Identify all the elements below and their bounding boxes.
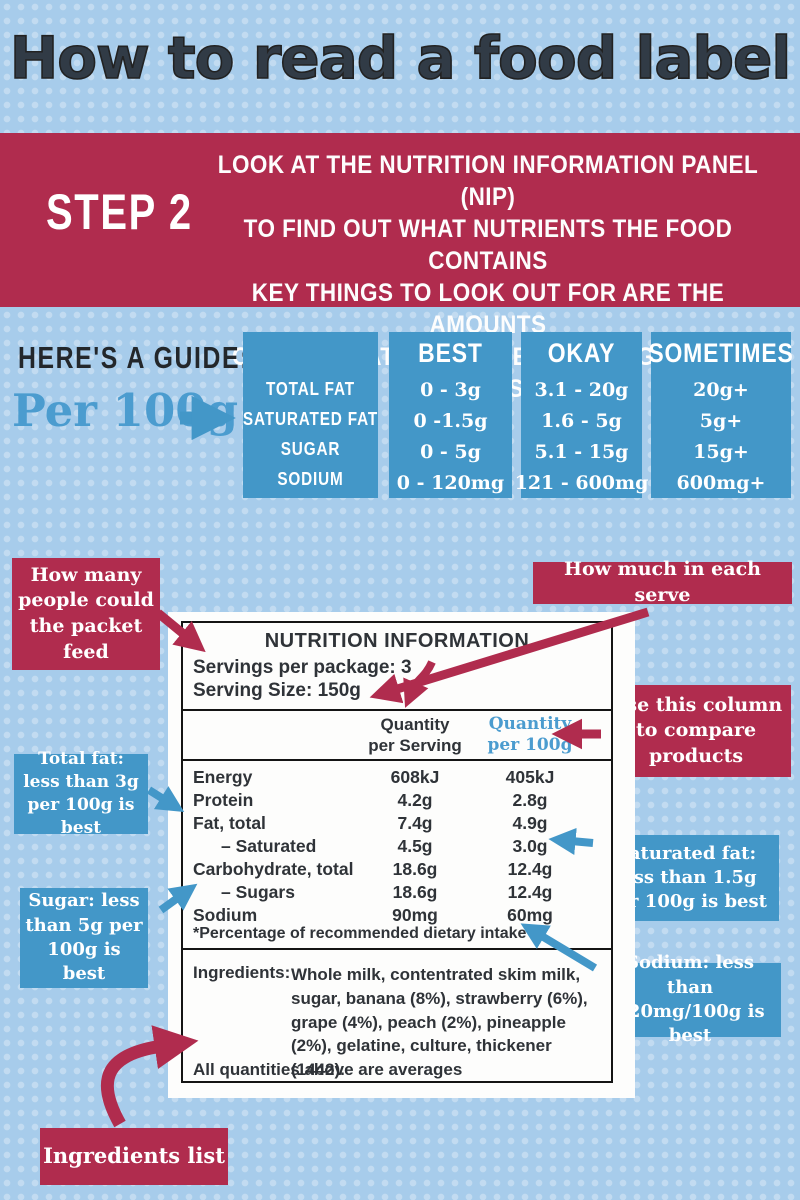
callout-servings: How many people could the packet feed [12, 558, 160, 670]
ingredients-section: Ingredients: Whole milk, contentrated sk… [183, 950, 611, 1090]
guide-sometimes-total-fat: 20g+ [693, 378, 749, 401]
arrow-total-fat-icon [146, 786, 185, 813]
label-header-section: NUTRITION INFORMATION Servings per packa… [183, 623, 611, 711]
callout-ingredients-list: Ingredients list [40, 1128, 228, 1185]
row-qty-100g: 4.9g [512, 813, 548, 833]
guide-row-label-sodium: SODIUM [277, 468, 344, 489]
row-qty-serving: 90mg [392, 905, 438, 925]
row-qty-serving: 7.4g [397, 813, 433, 833]
row-qty-100g: 2.8g [512, 790, 548, 810]
row-qty-100g: 3.0g [512, 836, 548, 856]
nutrition-label-panel: NUTRITION INFORMATION Servings per packa… [168, 612, 635, 1098]
dietary-intake-note: *Percentage of recommended dietary intak… [193, 925, 527, 942]
guide-nutrients-box: TOTAL FAT SATURATED FAT SUGAR SODIUM [243, 332, 378, 498]
page-title: How to read a food label [9, 23, 792, 93]
table-row-saturated: – Saturated 4.5g 3.0g [183, 835, 611, 858]
nutrient-table: Energy 608kJ 405kJ Protein 4.2g 2.8g Fat… [183, 761, 611, 950]
row-name: Fat, total [193, 813, 266, 833]
callout-per-serve: How much in each serve [533, 558, 792, 606]
column-header-quantity-per-100g: Quantity per 100g [487, 714, 573, 756]
column-header-quantity-per-serving: Quantity per Serving [368, 715, 462, 756]
guide-row-label-saturated-fat: SATURATED FAT [242, 408, 379, 429]
guide-column-okay: OKAY 3.1 - 20g 1.6 - 5g 5.1 - 15g 121 - … [514, 332, 649, 498]
table-row-sodium: Sodium 90mg 60mg [183, 904, 611, 927]
row-qty-100g: 12.4g [507, 882, 553, 902]
step-banner: STEP 2 LOOK AT THE NUTRITION INFORMATION… [0, 133, 800, 403]
guide-okay-saturated-fat: 1.6 - 5g [541, 409, 622, 432]
row-qty-serving: 18.6g [392, 882, 438, 902]
row-name: Protein [193, 790, 254, 810]
table-row-protein: Protein 4.2g 2.8g [183, 789, 611, 812]
table-row-sugars: – Sugars 18.6g 12.4g [183, 881, 611, 904]
callout-total-fat: Total fat: less than 3g per 100g is best [14, 749, 148, 838]
guide-column-sometimes-header: SOMETIMES [648, 337, 794, 368]
guide-okay-sodium: 121 - 600mg [514, 471, 649, 494]
nutrition-label-border: NUTRITION INFORMATION Servings per packa… [181, 621, 613, 1083]
row-name: Energy [193, 767, 253, 787]
table-row-carbohydrate: Carbohydrate, total 18.6g 12.4g [183, 858, 611, 881]
label-title: NUTRITION INFORMATION [264, 630, 530, 652]
ingredients-text: Whole milk, contentrated skim milk, suga… [291, 965, 588, 1080]
servings-per-package: Servings per package: 3 [193, 657, 412, 678]
step-label: STEP 2 [46, 184, 193, 240]
guide-row-label-sugar: SUGAR [280, 438, 341, 459]
table-row-energy: Energy 608kJ 405kJ [183, 766, 611, 789]
guide-best-total-fat: 0 - 3g [420, 378, 481, 401]
guide-column-okay-header: OKAY [547, 337, 616, 368]
guide-nutrients-header-spacer [253, 332, 368, 374]
guide-heading: HERE'S A GUIDE: [18, 340, 250, 375]
guide-column-best-header: BEST [418, 337, 483, 368]
guide-okay-sugar: 5.1 - 15g [534, 440, 629, 463]
arrow-ingredients-icon [100, 1025, 199, 1128]
row-qty-serving: 18.6g [392, 859, 438, 879]
guide-best-saturated-fat: 0 -1.5g [413, 409, 488, 432]
row-name: – Sugars [221, 882, 295, 902]
row-qty-serving: 4.2g [397, 790, 433, 810]
guide-sometimes-sugar: 15g+ [693, 440, 749, 463]
guide-okay-total-fat: 3.1 - 20g [534, 378, 629, 401]
guide-column-sometimes: SOMETIMES 20g+ 5g+ 15g+ 600mg+ [648, 332, 794, 498]
guide-sometimes-saturated-fat: 5g+ [699, 409, 743, 432]
guide-row-label-total-fat: TOTAL FAT [266, 378, 355, 399]
guide-best-sodium: 0 - 120mg [396, 471, 505, 494]
table-row-fat-total: Fat, total 7.4g 4.9g [183, 812, 611, 835]
guide-column-best: BEST 0 - 3g 0 -1.5g 0 - 5g 0 - 120mg [389, 332, 512, 498]
row-name: Sodium [193, 905, 258, 925]
ingredients-label: Ingredients: [193, 963, 291, 982]
quantities-footnote: All quantities above are averages [193, 1060, 463, 1079]
callout-sugar: Sugar: less than 5g per 100g is best [20, 888, 148, 988]
per-100g-label: Per 100g [12, 384, 239, 437]
serving-size: Serving Size: 150g [193, 680, 361, 701]
row-qty-100g: 405kJ [505, 767, 555, 787]
row-qty-100g: 60mg [507, 905, 553, 925]
column-header-section: Quantity per Serving Quantity per 100g [183, 711, 611, 761]
row-name: Carbohydrate, total [193, 859, 354, 879]
guide-best-sugar: 0 - 5g [420, 440, 481, 463]
row-name: – Saturated [221, 836, 317, 856]
row-qty-100g: 12.4g [507, 859, 553, 879]
row-qty-serving: 608kJ [390, 767, 440, 787]
guide-sometimes-sodium: 600mg+ [676, 471, 766, 494]
row-qty-serving: 4.5g [397, 836, 433, 856]
